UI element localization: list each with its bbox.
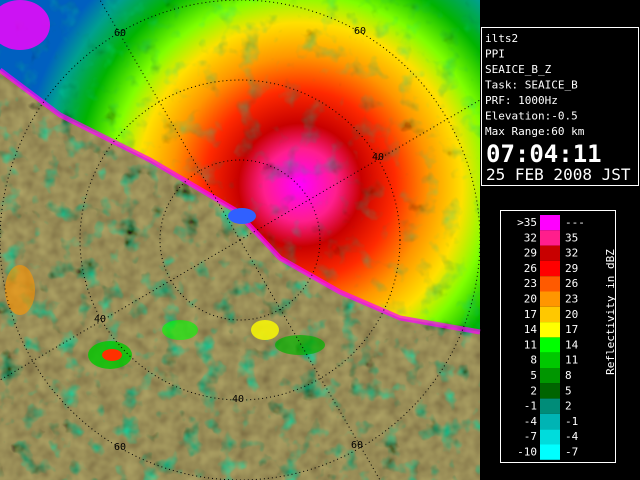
ring-label: 60 [354, 26, 366, 37]
ring-label: 60 [351, 440, 363, 451]
info-text: ilts2 PPI SEAICE_B_Z Task: SEAICE_B PRF: 100… [485, 32, 585, 138]
legend-swatch [540, 306, 560, 323]
legend-swatch [540, 413, 560, 430]
ring [0, 0, 481, 480]
ring [79, 79, 401, 401]
legend-swatch [540, 276, 560, 292]
legend-swatch [540, 368, 560, 384]
legend-low: >35 [517, 216, 537, 229]
cell [251, 320, 279, 340]
legend-swatch [540, 245, 560, 261]
legend-high: 29 [565, 262, 578, 275]
legend-high: -4 [565, 430, 579, 443]
legend-high: 14 [565, 338, 579, 351]
legend-low: -7 [524, 430, 537, 443]
rain-cells [5, 265, 325, 369]
cell [275, 335, 325, 355]
legend-swatch [540, 429, 560, 445]
legend-high: 2 [565, 400, 572, 413]
legend-high: 32 [565, 247, 578, 260]
legend-swatch [540, 337, 560, 353]
legend-swatch [540, 322, 560, 338]
info-panel [481, 27, 639, 186]
legend-low: 8 [530, 354, 537, 367]
legend-title: Reflectivity in dBZ [604, 249, 617, 375]
ring-label: 40 [232, 394, 244, 405]
ring-label: 60 [114, 442, 126, 453]
info-line: PPI [485, 48, 505, 61]
legend-swatch [540, 215, 560, 231]
legend-low: 17 [524, 308, 537, 321]
legend-high: -7 [565, 446, 578, 459]
legend-high: -1 [565, 415, 578, 428]
legend-swatch [540, 230, 560, 246]
cell [0, 0, 50, 50]
cell [5, 265, 35, 315]
legend-swatch [540, 398, 560, 414]
legend-low: 2 [530, 384, 537, 397]
info-line: SEAICE_B_Z [485, 63, 552, 76]
range-rings [0, 0, 481, 480]
date: 25 FEB 2008 JST [486, 165, 631, 184]
legend-high: 17 [565, 323, 578, 336]
legend-swatch [540, 260, 560, 277]
coast-echo [0, 68, 481, 335]
ring-label: 40 [372, 152, 384, 163]
legend-low: -1 [524, 400, 537, 413]
legend-low: 11 [524, 338, 537, 351]
legend-high: 8 [565, 369, 572, 382]
legend-low: 20 [524, 293, 537, 306]
legend-low: 32 [524, 231, 537, 244]
info-line: Max Range:60 km [485, 125, 585, 138]
legend-high: 5 [565, 384, 572, 397]
ring [159, 159, 321, 321]
cell [102, 349, 122, 361]
legend-low: 29 [524, 247, 537, 260]
legend: >35 --- 32 35 29 32 26 29 23 26 20 23 17 20 14 17 11 14 8 1… [517, 215, 585, 460]
legend-high: 23 [565, 293, 578, 306]
legend-low: 5 [530, 369, 537, 382]
info-line: Elevation:-0.5 [485, 110, 578, 123]
time: 07:04:11 [486, 140, 602, 168]
legend-swatch [540, 383, 560, 399]
info-line: ilts2 [485, 32, 518, 45]
legend-low: 23 [524, 277, 537, 290]
legend-high: 20 [565, 308, 578, 321]
legend-swatch [540, 291, 560, 307]
ring-label: 40 [94, 314, 106, 325]
legend-high: --- [565, 216, 585, 229]
cell [162, 320, 198, 340]
legend-swatch [540, 352, 560, 368]
legend-low: 26 [524, 262, 537, 275]
legend-low: -4 [524, 415, 538, 428]
legend-high: 11 [565, 354, 578, 367]
legend-high: 26 [565, 277, 578, 290]
lake [228, 208, 256, 224]
info-line: Task: SEAICE_B [485, 79, 578, 92]
ring-labels: 60 60 40 40 40 60 60 [94, 26, 384, 453]
ring-label: 60 [114, 28, 126, 39]
legend-low: -10 [517, 446, 537, 459]
legend-high: 35 [565, 231, 578, 244]
legend-swatch [540, 444, 560, 460]
info-line: PRF: 1000Hz [485, 94, 558, 107]
legend-low: 14 [524, 323, 538, 336]
